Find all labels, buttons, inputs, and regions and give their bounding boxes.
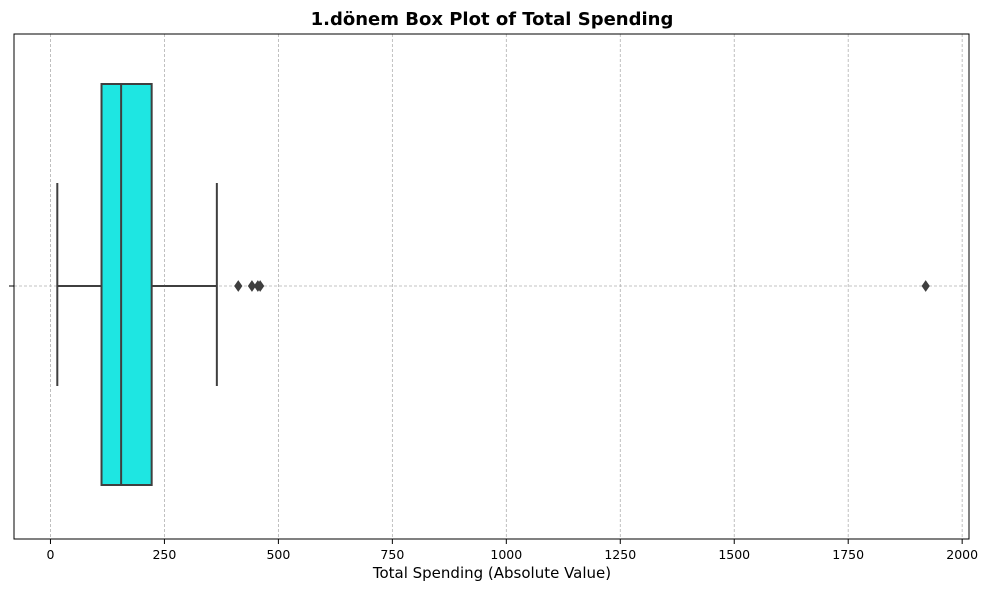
x-tick-label: 1000 (490, 547, 522, 562)
outlier-point (247, 280, 257, 292)
outlier-point (921, 280, 930, 292)
interquartile-box (100, 83, 153, 486)
x-tick-label: 2000 (946, 547, 978, 562)
plot-frame (13, 33, 970, 540)
outlier-point (234, 280, 243, 292)
outlier-layer (234, 280, 930, 292)
x-axis-label: Total Spending (Absolute Value) (372, 564, 611, 582)
chart-title: 1.dönem Box Plot of Total Spending (311, 9, 674, 30)
x-tick-label: 1500 (718, 547, 750, 562)
outlier-point (256, 280, 265, 292)
x-tick-label: 1250 (604, 547, 636, 562)
x-tick-label: 1750 (832, 547, 864, 562)
grid-layer (14, 34, 969, 539)
x-tick-label: 500 (266, 547, 290, 562)
x-tick-layer: 0 250 500 750 1000 1250 1500 1750 2000 (9, 285, 978, 562)
x-tick-label: 750 (380, 547, 404, 562)
box-layer (56, 83, 218, 486)
x-tick-label: 0 (46, 547, 54, 562)
x-tick-label: 250 (152, 547, 176, 562)
